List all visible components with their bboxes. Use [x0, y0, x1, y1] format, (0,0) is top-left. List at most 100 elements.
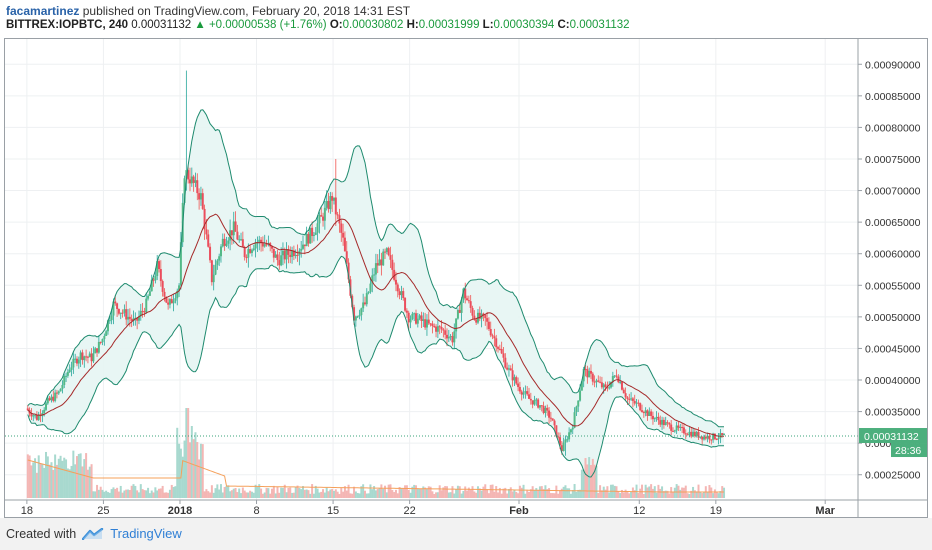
volume-bar	[260, 488, 263, 498]
volume-bar	[209, 492, 212, 498]
volume-bar	[305, 489, 308, 498]
candle-body	[520, 391, 523, 395]
volume-bar	[196, 442, 199, 498]
candle-body	[524, 391, 527, 393]
current-price-label: 0.00031132	[864, 431, 919, 443]
candle-body	[345, 251, 348, 263]
volume-bar	[358, 493, 361, 498]
candle-body	[373, 274, 376, 276]
candle-body	[254, 242, 257, 249]
time-tick-label: 8	[253, 505, 259, 517]
candle-body	[542, 405, 545, 414]
candle-body	[405, 310, 408, 313]
candle-body	[389, 255, 392, 260]
volume-bar	[622, 492, 625, 498]
volume-bar	[174, 486, 177, 498]
candle-body	[688, 431, 691, 435]
volume-bar	[185, 408, 188, 498]
volume-bar	[557, 493, 560, 498]
time-tick-label: 2018	[168, 505, 192, 517]
candle-body	[70, 367, 73, 370]
volume-bar	[405, 485, 408, 498]
volume-bar	[287, 487, 290, 498]
candle-body	[322, 216, 325, 221]
volume-bar	[413, 484, 416, 498]
volume-bar	[117, 491, 120, 498]
volume-bar	[424, 487, 427, 498]
volume-bar	[289, 487, 292, 498]
author-link[interactable]: facamartinez	[6, 4, 80, 18]
tradingview-brand-link[interactable]: TradingView	[110, 526, 182, 541]
candle-body	[139, 310, 142, 317]
candle-body	[429, 323, 432, 325]
candle-body	[229, 230, 232, 241]
volume-bar	[670, 487, 673, 498]
candle-body	[661, 419, 664, 425]
candle-body	[633, 400, 636, 404]
volume-bar	[544, 485, 547, 498]
candle-body	[121, 312, 124, 314]
volume-bar	[416, 488, 419, 498]
candle-body	[360, 308, 363, 316]
candle-body	[119, 312, 122, 314]
volume-bar	[672, 492, 675, 498]
volume-bar	[263, 492, 266, 498]
candle-body	[710, 439, 713, 441]
volume-bar	[486, 489, 489, 498]
volume-bar	[471, 486, 474, 498]
volume-bar	[589, 464, 592, 498]
volume-bar	[342, 491, 345, 498]
volume-bar	[161, 485, 164, 498]
volume-bar	[566, 488, 569, 498]
volume-bar	[296, 485, 299, 498]
candle-body	[644, 410, 647, 414]
candle-body	[577, 400, 580, 407]
candle-body	[697, 431, 700, 438]
candle-body	[112, 301, 115, 316]
volume-bar	[400, 488, 403, 498]
candle-body	[365, 293, 368, 305]
volume-bar	[230, 490, 233, 498]
candle-body	[50, 396, 53, 401]
change-value: ▲ +0.00000538 (+1.76%)	[194, 19, 327, 31]
candle-body	[362, 302, 365, 309]
candle-body	[192, 176, 195, 183]
ohlc-legend: BITTREX:IOPBTC, 240 0.00031132 ▲ +0.0000…	[6, 19, 630, 31]
candle-body	[648, 411, 651, 416]
bollinger-lower-line	[27, 255, 724, 478]
candle-body	[117, 308, 120, 314]
volume-bar	[159, 488, 162, 498]
price-tick-label: 0.00035000	[865, 407, 921, 419]
candle-body	[168, 299, 171, 305]
candle-body	[303, 244, 306, 247]
candle-body	[263, 244, 266, 247]
volume-bar	[298, 488, 301, 498]
volume-bar	[624, 489, 627, 498]
candle-body	[281, 250, 284, 256]
volume-bar	[219, 484, 222, 498]
candle-body	[385, 248, 388, 253]
candle-body	[445, 334, 448, 339]
time-tick-label: 15	[327, 505, 339, 517]
candle-body	[57, 391, 60, 394]
candle-body	[646, 410, 649, 416]
high-label: H:	[406, 19, 419, 31]
volume-bar	[615, 486, 618, 498]
volume-bar	[507, 489, 510, 498]
volume-bar	[491, 484, 494, 498]
volume-bar	[39, 463, 42, 498]
candle-body	[26, 408, 29, 411]
candle-body	[219, 246, 222, 257]
candle-body	[717, 438, 720, 440]
volume-bar	[311, 484, 314, 498]
candle-body	[422, 319, 425, 321]
candle-body	[123, 309, 126, 313]
volume-bar	[469, 490, 472, 498]
candle-body	[628, 398, 631, 400]
candle-body	[546, 407, 549, 411]
volume-bar	[620, 489, 623, 498]
candle-body	[291, 250, 294, 258]
volume-bar	[626, 491, 629, 498]
candle-body	[245, 257, 248, 259]
